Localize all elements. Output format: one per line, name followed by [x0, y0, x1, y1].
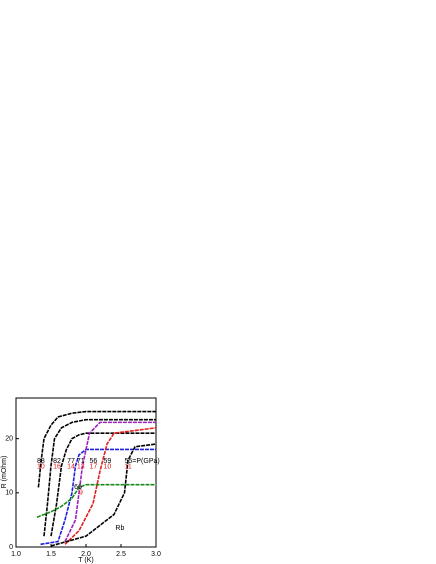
annotation: 88: [37, 458, 45, 465]
y-tick-label: 0: [9, 544, 13, 551]
annotation: Rb: [115, 525, 124, 532]
series-line: [64, 421, 156, 542]
annotation: 71: [77, 458, 85, 465]
series-line: [37, 410, 156, 488]
y-tick-label: 20: [5, 435, 13, 442]
x-tick-label: 3.0: [151, 551, 161, 558]
series-line: [40, 448, 156, 546]
annotation: 10: [37, 464, 45, 471]
y-tick-label: 10: [5, 490, 13, 497]
annotation: 17: [90, 464, 98, 471]
annotation: 9: [79, 490, 83, 497]
annotation: 10: [104, 464, 112, 471]
annotation: 82: [53, 458, 61, 465]
annotation: 11: [125, 464, 132, 471]
y-axis-label: R (mOhm): [1, 456, 8, 489]
x-axis-label: T (K): [78, 557, 93, 564]
annotation: 56: [90, 458, 98, 465]
x-tick-label: 1.0: [11, 551, 21, 558]
series-line: [43, 418, 156, 537]
series-line: [36, 483, 156, 518]
annotation: 13: [77, 464, 85, 471]
annotation: 16: [53, 464, 61, 471]
x-tick-label: 1.5: [46, 551, 56, 558]
annotation: 66: [74, 484, 82, 491]
annotation: 59: [104, 458, 112, 465]
annotation: 14: [67, 464, 75, 471]
annotation: 77: [67, 458, 75, 465]
series-line: [50, 443, 157, 547]
x-tick-label: 2.5: [116, 551, 126, 558]
x-tick-label: 2.0: [81, 551, 91, 558]
series-line: [64, 427, 157, 545]
annotation: 55=P(GPa): [125, 458, 160, 465]
